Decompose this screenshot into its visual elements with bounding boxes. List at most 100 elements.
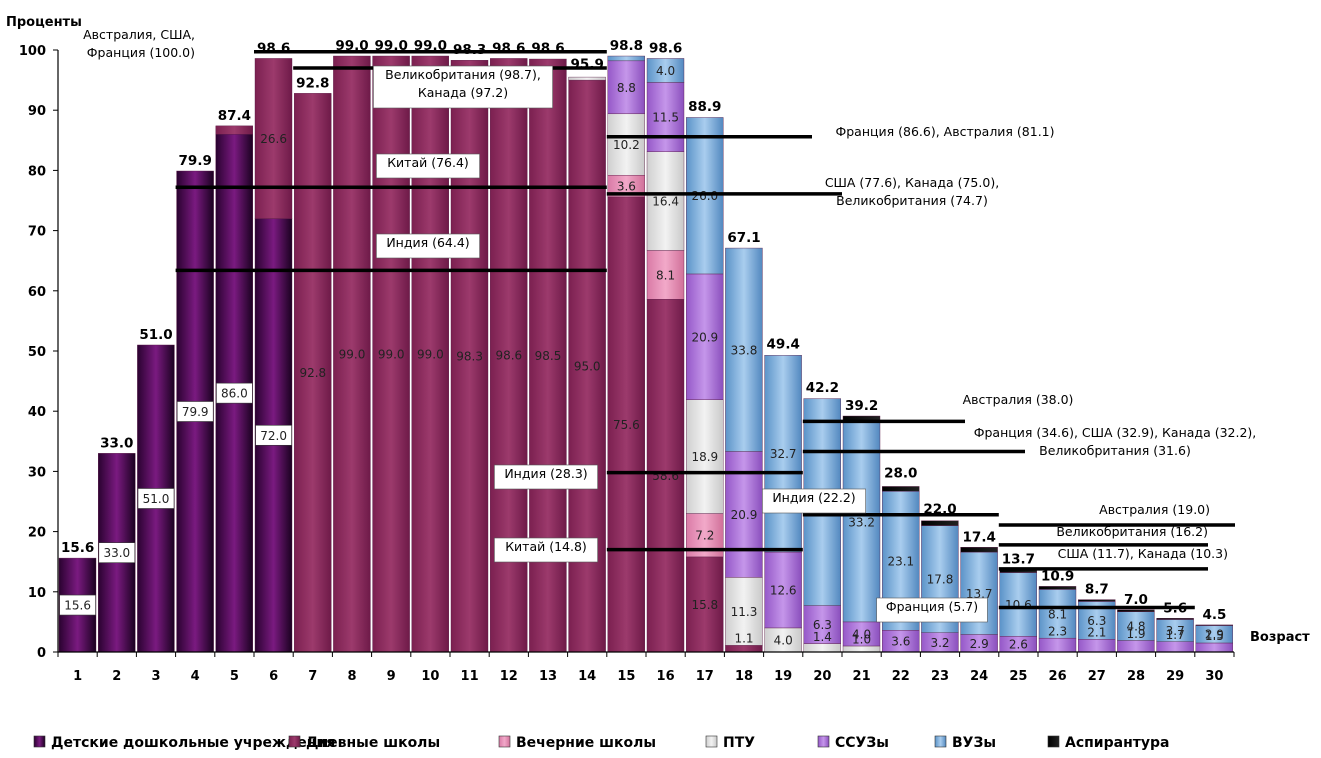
bar-segment bbox=[254, 58, 293, 219]
bar-segment bbox=[1156, 618, 1194, 620]
x-tick-label: 25 bbox=[1009, 669, 1027, 684]
segment-label: 6.3 bbox=[813, 618, 832, 632]
reference-label: США (11.7), Канада (10.3) bbox=[1058, 546, 1228, 561]
segment-label: 99.0 bbox=[339, 348, 366, 362]
reference-label: Великобритания (74.7) bbox=[836, 193, 988, 208]
reference-label: Китай (76.4) bbox=[387, 155, 469, 170]
total-label: 98.3 bbox=[453, 42, 486, 58]
total-label: 5.6 bbox=[1163, 600, 1187, 616]
bar-segment bbox=[646, 82, 685, 152]
bar-segment bbox=[842, 421, 881, 623]
legend-swatch bbox=[33, 735, 46, 748]
bar-segment bbox=[607, 196, 645, 653]
total-label: 98.6 bbox=[492, 40, 525, 56]
segment-label: 20.9 bbox=[731, 508, 758, 522]
segment-label: 4.0 bbox=[852, 627, 871, 641]
x-tick-label: 27 bbox=[1088, 669, 1106, 684]
x-tick-label: 10 bbox=[421, 669, 439, 684]
segment-label: 72.0 bbox=[260, 429, 287, 443]
segment-label: 33.2 bbox=[848, 515, 875, 529]
bar-segment bbox=[1038, 589, 1077, 639]
total-label: 17.4 bbox=[963, 529, 996, 545]
segment-label: 33.8 bbox=[731, 343, 758, 357]
total-label: 79.9 bbox=[179, 153, 212, 169]
x-tick-label: 30 bbox=[1205, 669, 1223, 684]
segment-label: 8.8 bbox=[617, 81, 636, 95]
legend-swatch bbox=[817, 735, 830, 748]
bar-segment bbox=[646, 299, 685, 653]
total-label: 13.7 bbox=[1002, 552, 1035, 568]
segment-label: 2.3 bbox=[1048, 624, 1067, 638]
segment-label: 1.5 bbox=[1205, 629, 1224, 643]
segment-label: 2.9 bbox=[970, 637, 989, 651]
segment-label: 3.7 bbox=[1166, 624, 1185, 638]
bar-segment bbox=[1195, 624, 1234, 626]
segment-label-box bbox=[216, 382, 253, 404]
segment-label: 98.5 bbox=[535, 349, 562, 363]
segment-label: 98.3 bbox=[456, 350, 483, 364]
bar-segment bbox=[803, 643, 841, 653]
y-tick-label: 30 bbox=[28, 465, 46, 480]
x-tick-label: 17 bbox=[696, 669, 714, 684]
segment-label-box bbox=[137, 488, 175, 509]
legend-label: Детские дошкольные учреждения bbox=[51, 735, 335, 751]
segment-label: 20.9 bbox=[691, 330, 718, 344]
x-tick-label: 15 bbox=[617, 669, 635, 684]
legend-swatch bbox=[288, 735, 301, 748]
reference-label: Великобритания (31.6) bbox=[1039, 443, 1191, 458]
segment-label: 2.9 bbox=[1205, 628, 1224, 642]
legend-label: Вечерние школы bbox=[516, 735, 656, 751]
x-tick-label: 13 bbox=[539, 669, 557, 684]
total-label: 8.7 bbox=[1085, 582, 1109, 598]
segment-label: 15.8 bbox=[691, 598, 718, 612]
segment-label: 1.9 bbox=[1126, 627, 1145, 641]
legend-label: ВУЗы bbox=[952, 735, 996, 751]
legend-label: Дневные школы bbox=[306, 735, 440, 751]
legend-swatch bbox=[1047, 735, 1060, 748]
segment-label: 32.7 bbox=[770, 447, 797, 461]
segment-label: 23.1 bbox=[887, 554, 914, 568]
segment-label: 10.2 bbox=[613, 138, 640, 152]
reference-label: США (77.6), Канада (75.0), bbox=[825, 175, 999, 190]
bar-segment bbox=[1156, 641, 1194, 653]
x-tick-label: 19 bbox=[774, 669, 792, 684]
y-tick-label: 60 bbox=[28, 285, 46, 300]
segment-label: 15.6 bbox=[64, 599, 91, 613]
x-tick-label: 8 bbox=[347, 669, 356, 684]
total-label: 4.5 bbox=[1202, 607, 1226, 623]
segment-label: 86.0 bbox=[221, 387, 248, 401]
x-tick-label: 9 bbox=[387, 669, 396, 684]
x-tick-label: 16 bbox=[657, 669, 675, 684]
bar-segment bbox=[1038, 586, 1077, 590]
legend-label: ССУЗы bbox=[835, 735, 889, 751]
x-tick-label: 3 bbox=[151, 669, 160, 684]
bar-segment bbox=[1117, 640, 1155, 653]
bar-segment bbox=[803, 605, 841, 644]
bar-segment bbox=[1117, 611, 1155, 641]
reference-label-box bbox=[876, 597, 988, 623]
bar-segment bbox=[1117, 609, 1155, 612]
segment-label: 16.4 bbox=[652, 195, 679, 209]
bar-segment bbox=[1077, 599, 1116, 602]
bar-segment bbox=[215, 125, 254, 135]
legend-swatch bbox=[498, 735, 511, 748]
segment-label: 3.6 bbox=[891, 635, 910, 649]
reference-label: Индия (64.4) bbox=[386, 235, 469, 250]
segment-label: 92.8 bbox=[299, 366, 326, 380]
total-label: 95.9 bbox=[571, 57, 604, 73]
legend-swatch bbox=[705, 735, 718, 748]
reference-label: Китай (14.8) bbox=[505, 539, 587, 554]
total-label: 15.6 bbox=[61, 540, 94, 556]
y-tick-label: 40 bbox=[28, 405, 46, 420]
total-label: 22.0 bbox=[923, 502, 956, 518]
segment-label: 6.3 bbox=[1087, 614, 1106, 628]
x-tick-label: 7 bbox=[308, 669, 317, 684]
segment-label-box bbox=[176, 401, 214, 422]
segment-label: 18.9 bbox=[691, 450, 718, 464]
x-tick-label: 23 bbox=[931, 669, 949, 684]
reference-label: Австралия, США, bbox=[83, 27, 195, 42]
legend-label: ПТУ bbox=[723, 735, 755, 751]
